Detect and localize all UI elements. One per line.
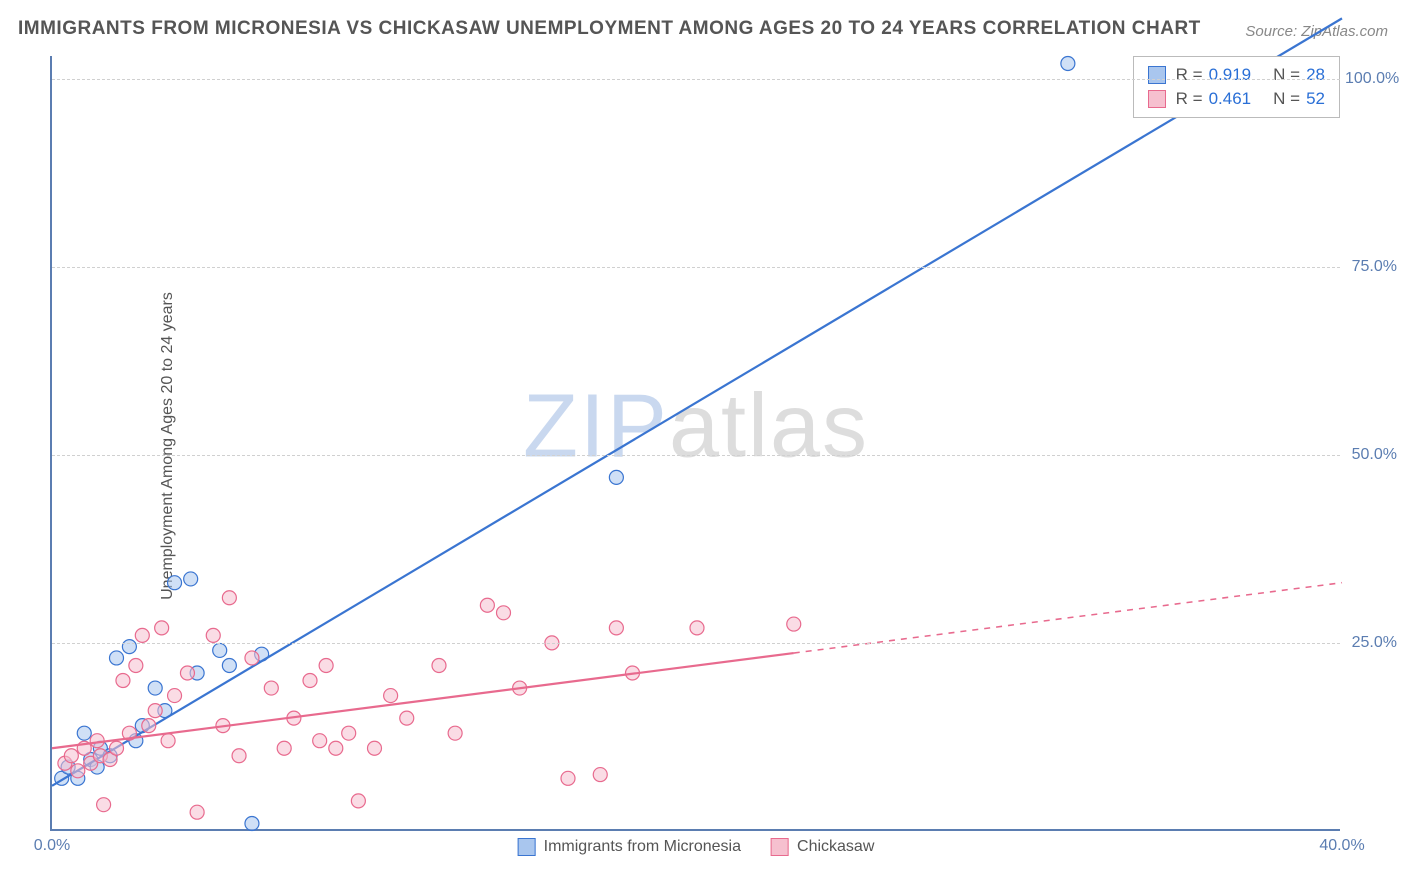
source-name: ZipAtlas.com: [1301, 23, 1388, 40]
series-legend-item: Immigrants from Micronesia: [518, 838, 741, 856]
n-label: N =: [1273, 89, 1300, 109]
chart-title: IMMIGRANTS FROM MICRONESIA VS CHICKASAW …: [18, 18, 1201, 40]
data-point: [142, 719, 156, 733]
data-point: [609, 470, 623, 484]
regression-line: [52, 653, 794, 748]
data-point: [497, 606, 511, 620]
series-name: Chickasaw: [797, 838, 874, 856]
data-point: [351, 794, 365, 808]
data-point: [184, 572, 198, 586]
scatter-svg: [52, 56, 1340, 829]
data-point: [1061, 57, 1075, 71]
data-point: [303, 674, 317, 688]
xtick-label: 0.0%: [34, 837, 70, 855]
data-point: [690, 621, 704, 635]
gridline: [52, 455, 1340, 456]
data-point: [71, 764, 85, 778]
n-value: 28: [1306, 65, 1325, 85]
data-point: [148, 681, 162, 695]
stat-text: R = 0.461 N = 52: [1176, 89, 1325, 109]
data-point: [206, 628, 220, 642]
data-point: [787, 617, 801, 631]
xtick-label: 40.0%: [1319, 837, 1364, 855]
ytick-label: 75.0%: [1345, 258, 1397, 276]
r-label: R =: [1176, 89, 1203, 109]
data-point: [245, 816, 259, 830]
chart-header: IMMIGRANTS FROM MICRONESIA VS CHICKASAW …: [18, 18, 1388, 40]
data-point: [480, 598, 494, 612]
stat-legend-box: R = 0.919 N = 28 R = 0.461 N = 52: [1133, 56, 1340, 118]
legend-swatch: [1148, 90, 1166, 108]
data-point: [384, 689, 398, 703]
chart-source: Source: ZipAtlas.com: [1245, 23, 1388, 40]
stat-text: R = 0.919 N = 28: [1176, 65, 1325, 85]
n-value: 52: [1306, 89, 1325, 109]
data-point: [168, 689, 182, 703]
data-point: [222, 658, 236, 672]
data-point: [319, 658, 333, 672]
data-point: [148, 704, 162, 718]
data-point: [245, 651, 259, 665]
legend-swatch: [1148, 66, 1166, 84]
data-point: [313, 734, 327, 748]
data-point: [432, 658, 446, 672]
data-point: [190, 805, 204, 819]
stat-legend-row: R = 0.919 N = 28: [1148, 63, 1325, 87]
r-value: 0.919: [1209, 65, 1252, 85]
data-point: [180, 666, 194, 680]
data-point: [232, 749, 246, 763]
data-point: [329, 741, 343, 755]
data-point: [342, 726, 356, 740]
series-name: Immigrants from Micronesia: [544, 838, 741, 856]
plot-area: ZIPatlas R =0.919N =28R =0.461N =52 Immi…: [50, 56, 1340, 831]
series-legend-item: Chickasaw: [771, 838, 874, 856]
data-point: [110, 651, 124, 665]
data-point: [609, 621, 623, 635]
data-point: [168, 576, 182, 590]
data-point: [561, 771, 575, 785]
data-point: [135, 628, 149, 642]
r-value: 0.461: [1209, 89, 1252, 109]
data-point: [368, 741, 382, 755]
r-label: R =: [1176, 65, 1203, 85]
regression-line: [52, 18, 1342, 785]
data-point: [213, 643, 227, 657]
data-point: [593, 768, 607, 782]
data-point: [122, 640, 136, 654]
gridline: [52, 267, 1340, 268]
data-point: [129, 658, 143, 672]
data-point: [97, 798, 111, 812]
data-point: [161, 734, 175, 748]
series-legend: Immigrants from Micronesia Chickasaw: [518, 838, 875, 856]
data-point: [77, 726, 91, 740]
legend-swatch: [771, 838, 789, 856]
data-point: [64, 749, 78, 763]
gridline: [52, 79, 1340, 80]
data-point: [448, 726, 462, 740]
data-point: [110, 741, 124, 755]
data-point: [155, 621, 169, 635]
data-point: [400, 711, 414, 725]
ytick-label: 25.0%: [1345, 634, 1397, 652]
data-point: [277, 741, 291, 755]
n-label: N =: [1273, 65, 1300, 85]
data-point: [222, 591, 236, 605]
stat-legend-row: R = 0.461 N = 52: [1148, 87, 1325, 111]
source-prefix: Source:: [1245, 23, 1301, 40]
data-point: [116, 674, 130, 688]
legend-swatch: [518, 838, 536, 856]
ytick-label: 100.0%: [1345, 70, 1397, 88]
data-point: [264, 681, 278, 695]
ytick-label: 50.0%: [1345, 446, 1397, 464]
gridline: [52, 643, 1340, 644]
